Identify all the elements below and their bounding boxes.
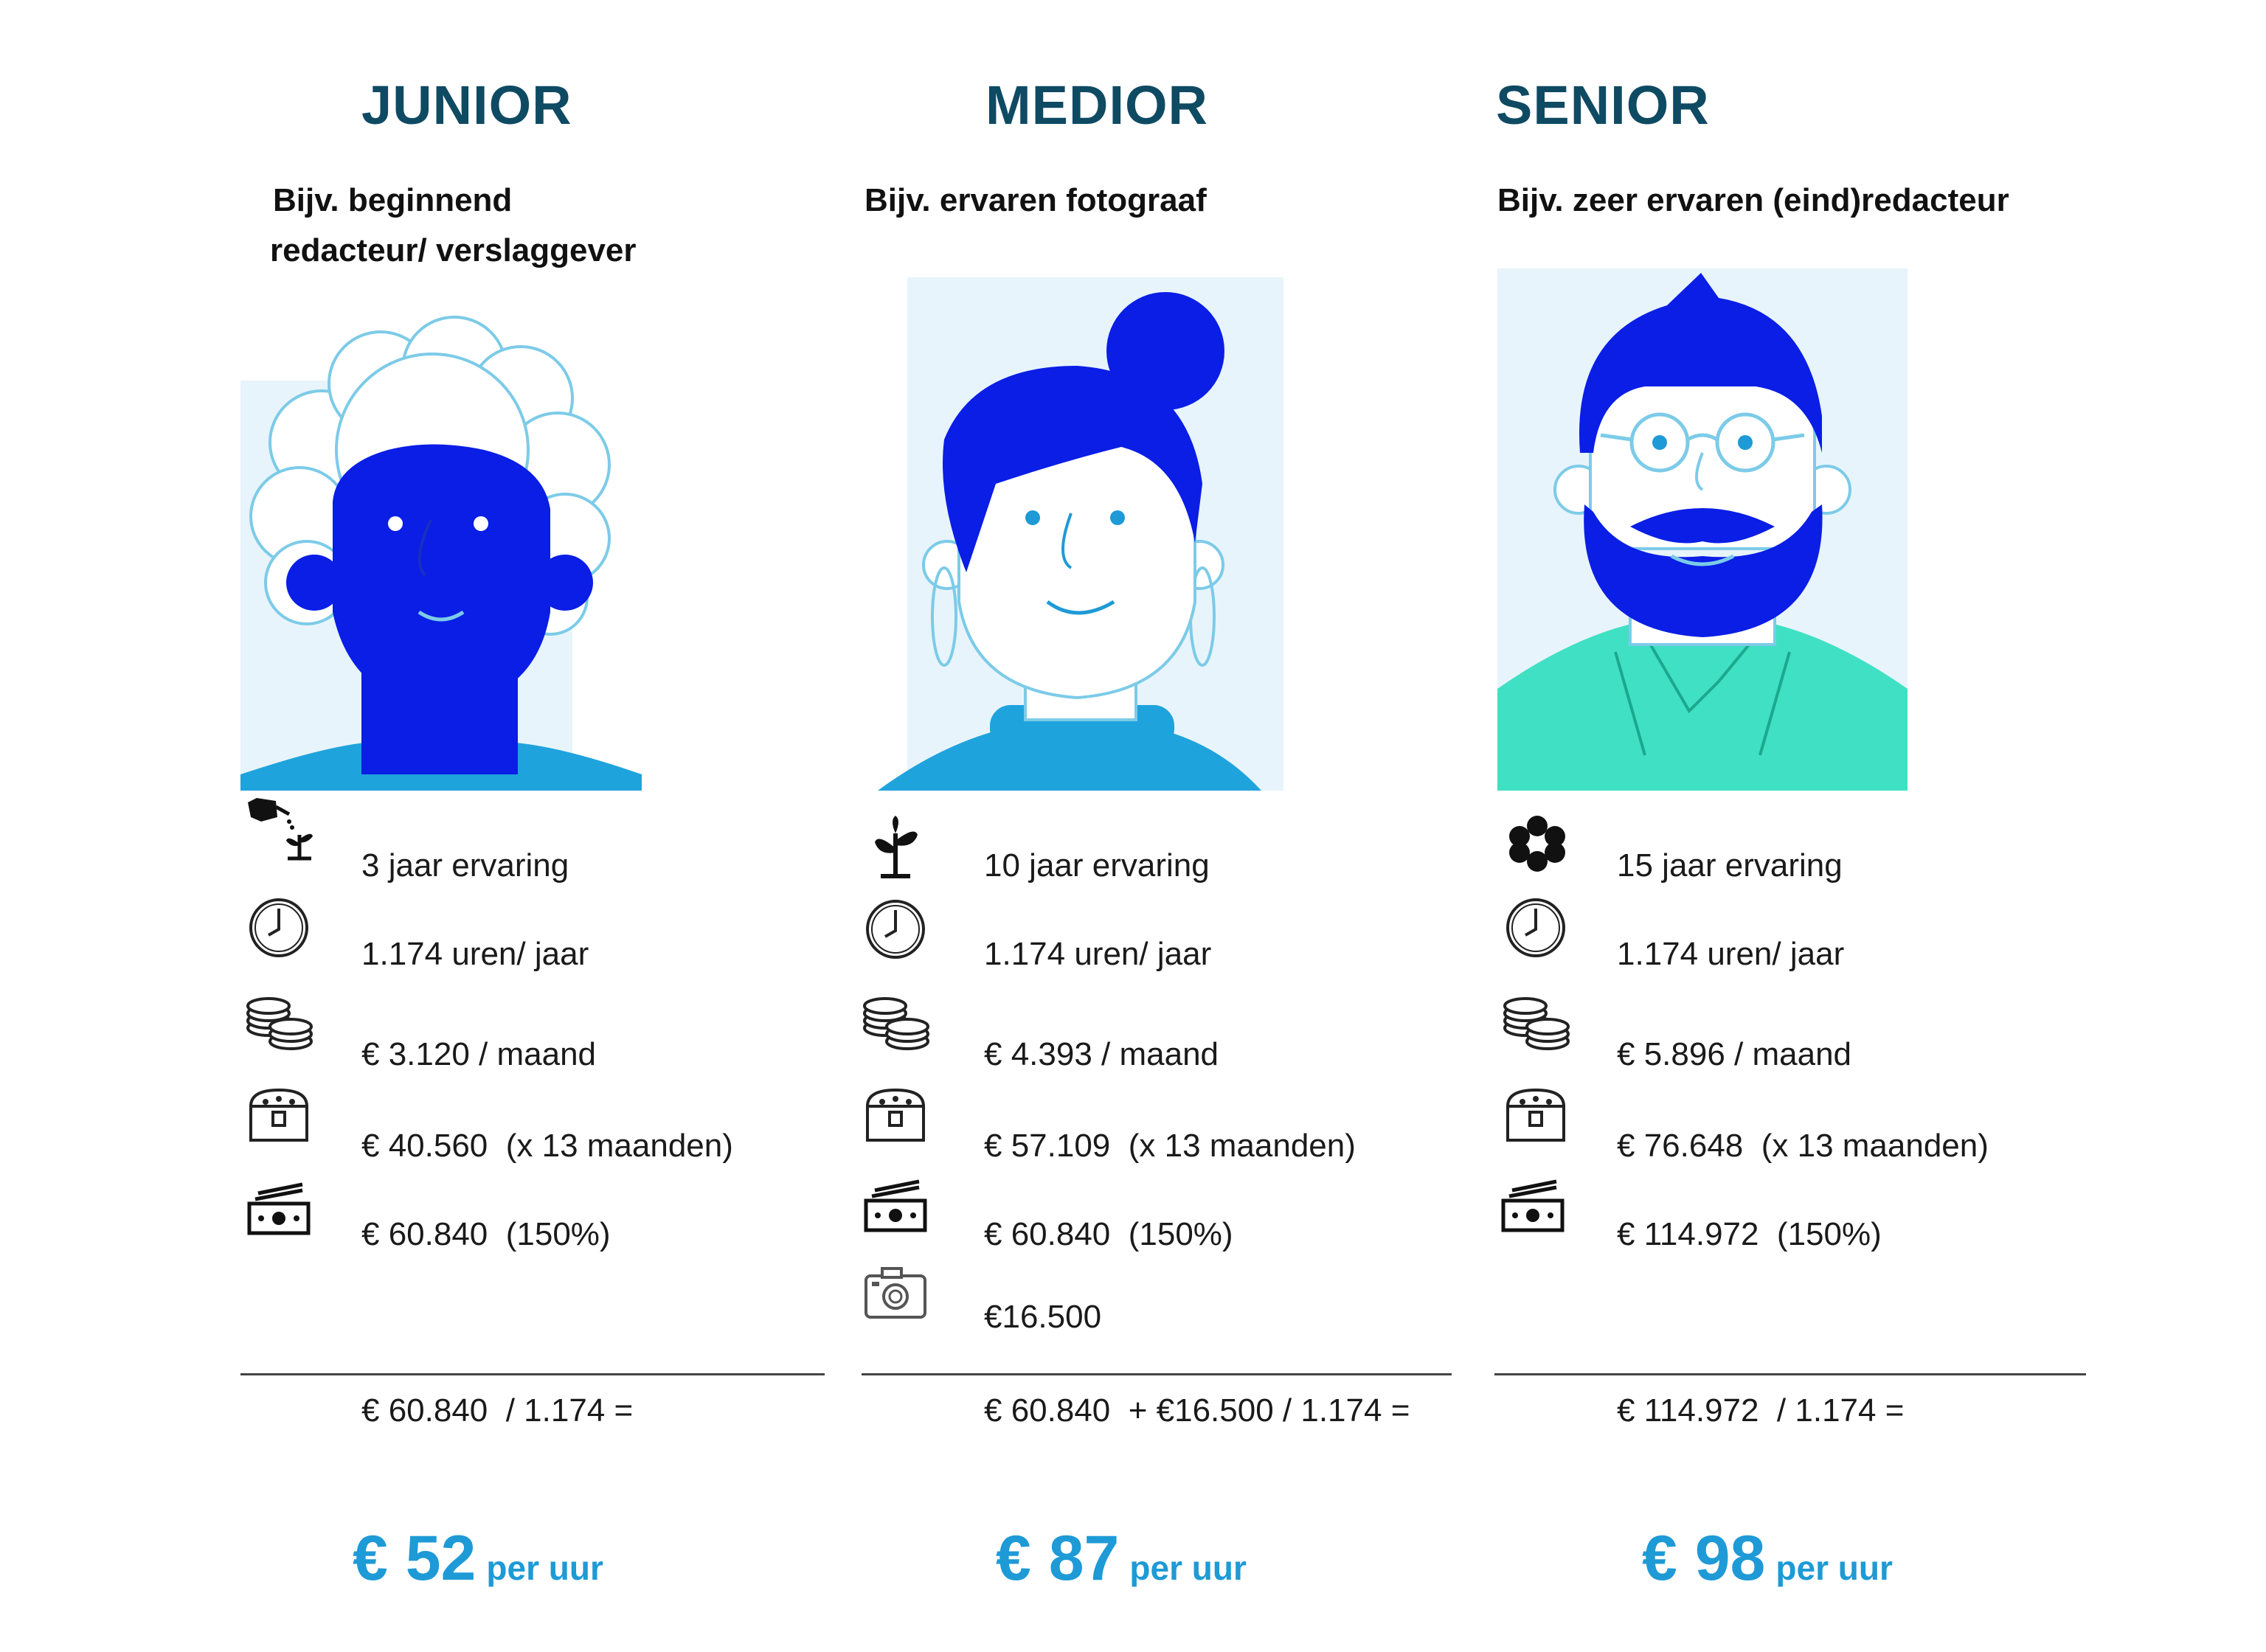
column-subtitle: Bijv. zeer ervaren (eind)redacteur <box>1497 182 2009 218</box>
yearly-salary-text: € 76.648 (x 13 maanden) <box>1617 1128 1989 1164</box>
treasure-chest-icon <box>249 1088 309 1142</box>
coins-icon <box>863 997 929 1050</box>
monthly-salary-text: € 5.896 / maand <box>1617 1036 1852 1072</box>
money-bills-icon <box>864 1179 927 1232</box>
sprout-icon <box>875 816 918 878</box>
hours-text: 1.174 uren/ jaar <box>984 936 1212 972</box>
column-title: MEDIOR <box>985 74 1208 136</box>
divider-line <box>240 1373 825 1375</box>
flower-icon <box>1509 816 1565 872</box>
clock-icon <box>866 900 925 959</box>
column-subtitle: Bijv. ervaren fotograaf <box>865 182 1207 218</box>
experience-text: 15 jaar ervaring <box>1617 847 1843 884</box>
hourly-rate: € 87 per uur <box>996 1523 1247 1594</box>
coins-icon <box>1503 997 1570 1050</box>
total-cost-text: € 114.972 (150%) <box>1617 1216 1882 1252</box>
total-cost-text: € 60.840 (150%) <box>984 1216 1233 1252</box>
watering-can-plant-icon <box>248 798 313 861</box>
hourly-rate: € 98 per uur <box>1642 1523 1893 1594</box>
medior-portrait <box>878 277 1283 791</box>
formula-text: € 60.840 + €16.500 / 1.174 = <box>984 1392 1410 1429</box>
divider-line <box>1494 1373 2086 1375</box>
experience-text: 3 jaar ervaring <box>361 847 569 884</box>
divider-line <box>862 1373 1452 1375</box>
junior-portrait <box>240 302 642 791</box>
formula-text: € 114.972 / 1.174 = <box>1617 1392 1905 1429</box>
clock-icon <box>1506 898 1565 957</box>
hourly-rate: € 52 per uur <box>353 1523 603 1594</box>
column-title: SENIOR <box>1496 74 1710 136</box>
treasure-chest-icon <box>865 1088 926 1142</box>
experience-text: 10 jaar ervaring <box>984 847 1210 884</box>
money-bills-icon <box>1501 1179 1565 1232</box>
coins-icon <box>246 997 313 1050</box>
yearly-salary-text: € 40.560 (x 13 maanden) <box>361 1128 733 1164</box>
treasure-chest-icon <box>1506 1088 1566 1142</box>
hours-text: 1.174 uren/ jaar <box>1617 936 1845 972</box>
monthly-salary-text: € 3.120 / maand <box>361 1036 597 1072</box>
senior-portrait <box>1497 268 1908 791</box>
total-cost-text: € 60.840 (150%) <box>361 1216 611 1252</box>
equipment-cost-text: €16.500 <box>984 1299 1102 1335</box>
money-bills-icon <box>247 1182 311 1235</box>
monthly-salary-text: € 4.393 / maand <box>984 1036 1219 1072</box>
column-subtitle: Bijv. beginnend redacteur/ verslaggever <box>270 182 637 268</box>
yearly-salary-text: € 57.109 (x 13 maanden) <box>984 1128 1356 1164</box>
camera-icon <box>865 1267 926 1319</box>
hours-text: 1.174 uren/ jaar <box>361 936 589 972</box>
clock-icon <box>249 898 308 957</box>
formula-text: € 60.840 / 1.174 = <box>361 1392 634 1429</box>
column-title: JUNIOR <box>361 74 572 136</box>
